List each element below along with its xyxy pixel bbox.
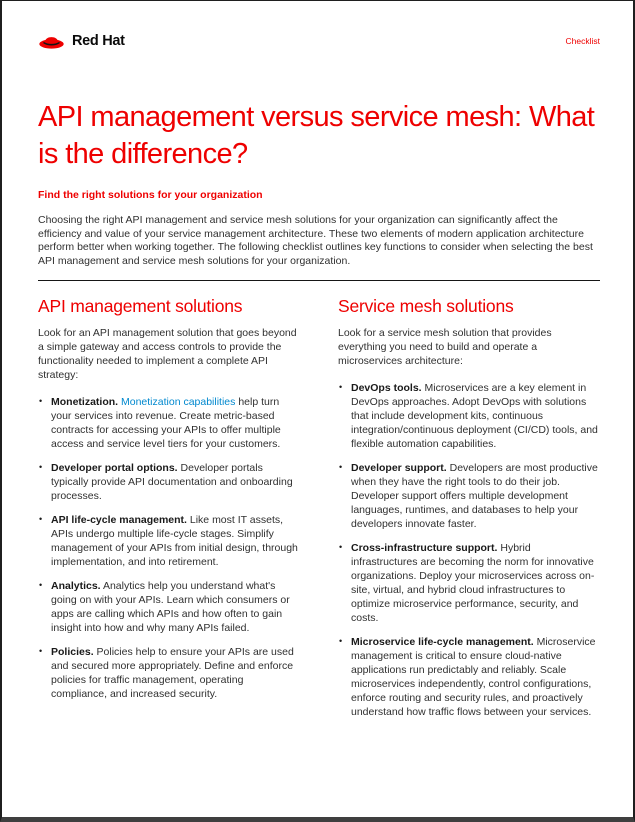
bullet-text: Policies help to ensure your APIs are us…: [51, 646, 294, 700]
column-heading: Service mesh solutions: [338, 296, 514, 316]
column-heading: API management solutions: [38, 296, 243, 316]
title-line: is the difference?: [38, 138, 248, 170]
bullet-item: • API life-cycle management. Like most IT…: [38, 513, 300, 569]
page-title: API management versus service mesh: What…: [38, 99, 600, 173]
bullet-lead: Developer portal options.: [51, 462, 178, 474]
bullet-text: Developer portals typically provide API …: [51, 462, 293, 502]
bullet-lead: Analytics.: [51, 580, 101, 592]
page-subtitle: Find the right solutions for your organi…: [38, 189, 263, 201]
bullet-marker-icon: •: [39, 580, 43, 590]
bullet-item: • Cross-infrastructure support. Hybrid in…: [338, 541, 600, 625]
bullet-text: Analytics help you understand what's goi…: [51, 580, 290, 634]
bullet-lead: DevOps tools.: [351, 382, 422, 394]
bullet-text: help turn your services into revenue. Cr…: [51, 396, 281, 450]
bullet-lead: Developer support.: [351, 462, 447, 474]
brand-name: Red Hat: [72, 33, 125, 49]
intro-paragraph: Choosing the right API management and se…: [38, 214, 593, 267]
bullet-item: • DevOps tools. Microservices are a key e…: [338, 381, 600, 451]
redhat-logo: Red Hat: [38, 31, 125, 51]
bullet-text: Microservices are a key element in DevOp…: [351, 382, 598, 450]
bullet-marker-icon: •: [339, 462, 343, 472]
bullet-marker-icon: •: [39, 514, 43, 524]
bullet-item: • Policies. Policies help to ensure your …: [38, 645, 300, 701]
bullet-marker-icon: •: [339, 542, 343, 552]
redhat-fedora-icon: [38, 31, 65, 51]
bullet-item: • Developer support. Developers are most …: [338, 461, 600, 531]
column-intro: Look for an API management solution that…: [38, 327, 297, 381]
bullet-text: Hybrid infrastructures are becoming the …: [351, 542, 595, 624]
bullet-lead: Microservice life-cycle management.: [351, 636, 534, 648]
bullet-item: • Analytics. Analytics help you understan…: [38, 579, 300, 635]
doc-type-label: Checklist: [565, 36, 600, 46]
bullet-marker-icon: •: [339, 382, 343, 392]
bullet-marker-icon: •: [39, 646, 43, 656]
bullet-text: Developers are most productive when they…: [351, 462, 598, 530]
column-api-management-solutions: API management solutions Look for an API …: [38, 296, 300, 729]
bullet-lead: Policies.: [51, 646, 94, 658]
bullet-item: • Monetization. Monetization capabilities…: [38, 395, 300, 451]
bullet-marker-icon: •: [39, 396, 43, 406]
bullet-item: • Microservice life-cycle management. Mic…: [338, 635, 600, 719]
page-header: Red Hat Checklist: [38, 31, 600, 51]
bullet-list: • DevOps tools. Microservices are a key e…: [338, 381, 600, 719]
bullet-lead: Monetization.: [51, 396, 119, 408]
section-divider: [38, 280, 600, 281]
bullet-lead: Cross-infrastructure support.: [351, 542, 498, 554]
column-intro: Look for a service mesh solution that pr…: [338, 327, 552, 367]
bullet-lead: API life-cycle management.: [51, 514, 187, 526]
monetization-capabilities-link[interactable]: Monetization capabilities: [121, 396, 236, 408]
bullet-marker-icon: •: [39, 462, 43, 472]
solutions-columns: API management solutions Look for an API …: [38, 296, 600, 729]
bullet-text: Like most IT assets, APIs undergo multip…: [51, 514, 298, 568]
bullet-item: • Developer portal options. Developer por…: [38, 461, 300, 503]
bullet-marker-icon: •: [339, 636, 343, 646]
title-line: API management versus service mesh: What: [38, 101, 595, 133]
bullet-list: • Monetization. Monetization capabilities…: [38, 395, 300, 701]
bullet-text: Microservice management is critical to e…: [351, 636, 596, 718]
column-service-mesh-solutions: Service mesh solutions Look for a service…: [338, 296, 600, 729]
